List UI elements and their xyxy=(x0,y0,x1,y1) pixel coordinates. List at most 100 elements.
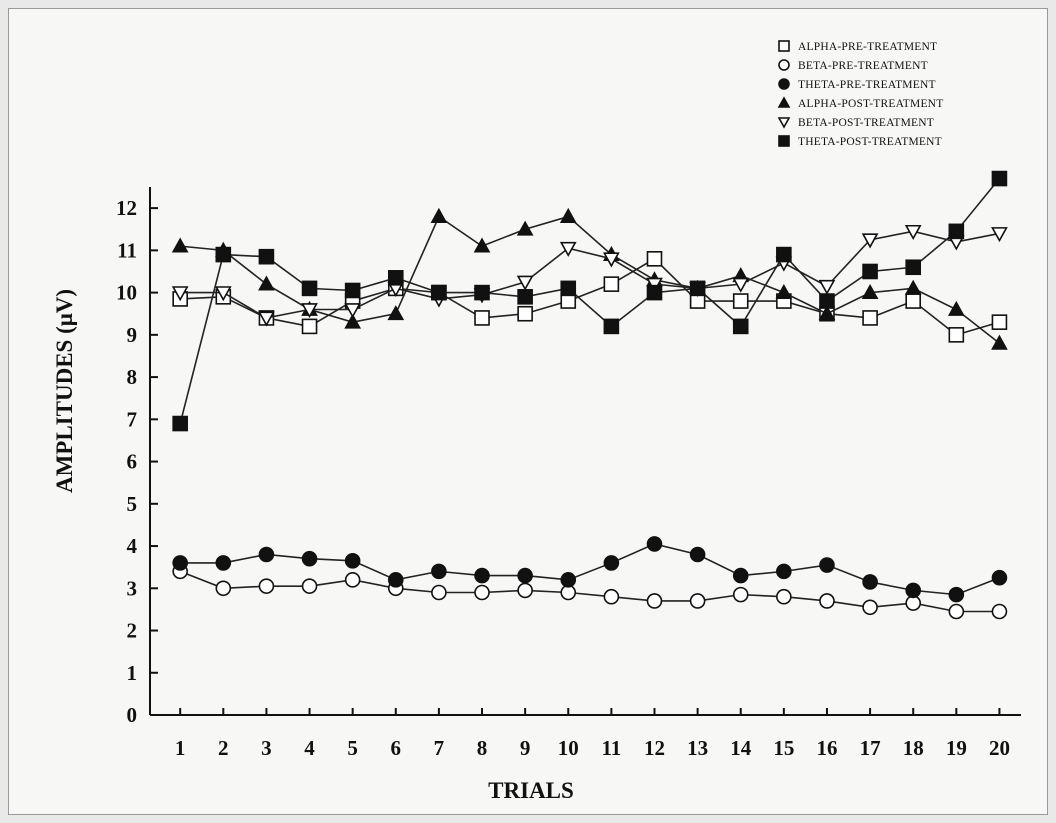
data-point xyxy=(215,246,232,263)
data-point xyxy=(646,284,663,301)
data-point xyxy=(344,282,361,299)
data-point xyxy=(301,318,318,335)
data-point xyxy=(560,280,577,297)
x-tick-label: 9 xyxy=(520,736,531,760)
series-alpha-post-treatment xyxy=(171,207,1008,350)
x-tick-label: 14 xyxy=(730,736,752,760)
data-point xyxy=(991,170,1008,187)
legend-item-theta-post-treatment: THETA-POST-TREATMENT xyxy=(778,135,942,148)
data-point xyxy=(991,603,1008,620)
data-point xyxy=(517,289,533,305)
data-point xyxy=(431,584,447,601)
series-line xyxy=(180,230,1000,319)
data-point xyxy=(603,555,620,571)
data-point xyxy=(778,78,790,90)
x-tick-label: 19 xyxy=(946,736,967,760)
data-point xyxy=(559,241,577,257)
y-tick-label: 4 xyxy=(127,534,138,558)
x-tick-label: 17 xyxy=(860,736,881,760)
data-point xyxy=(603,252,620,268)
y-tick-label: 10 xyxy=(116,281,137,305)
data-point xyxy=(473,237,491,253)
y-tick-label: 2 xyxy=(127,619,138,643)
data-point xyxy=(301,280,318,297)
data-point xyxy=(775,283,793,300)
x-tick-label: 18 xyxy=(903,736,924,760)
data-point xyxy=(991,334,1008,350)
data-point xyxy=(689,280,706,297)
data-point xyxy=(301,578,318,594)
data-point xyxy=(517,305,533,322)
data-point xyxy=(991,314,1008,330)
data-point xyxy=(732,277,750,293)
data-point xyxy=(258,311,275,327)
data-point xyxy=(603,276,620,292)
x-tick-label: 7 xyxy=(434,736,445,760)
data-point xyxy=(818,305,836,321)
data-point xyxy=(991,569,1008,586)
x-tick-label: 4 xyxy=(304,736,315,760)
x-tick-label: 6 xyxy=(391,736,402,760)
data-point xyxy=(947,300,965,316)
data-point xyxy=(603,318,620,335)
series-line xyxy=(180,215,1000,344)
y-tick-label: 12 xyxy=(116,196,137,220)
data-point xyxy=(905,259,922,276)
x-tick-label: 1 xyxy=(175,736,186,760)
y-tick-label: 11 xyxy=(117,238,137,262)
y-tick-label: 7 xyxy=(127,407,138,431)
data-point xyxy=(861,283,879,300)
y-tick-label: 8 xyxy=(127,365,138,389)
data-point xyxy=(732,567,749,584)
data-point xyxy=(819,293,835,309)
data-point xyxy=(646,251,663,267)
legend-label: THETA-POST-TREATMENT xyxy=(798,136,942,148)
data-point xyxy=(258,248,275,265)
series-beta-post-treatment xyxy=(171,224,1008,327)
data-point xyxy=(474,567,490,584)
data-point xyxy=(214,286,232,302)
data-point xyxy=(732,293,749,309)
data-point xyxy=(948,586,965,603)
data-point xyxy=(778,59,790,71)
data-point xyxy=(560,572,577,588)
data-point xyxy=(905,582,922,599)
legend-item-alpha-pre-treatment: ALPHA-PRE-TREATMENT xyxy=(778,40,937,53)
y-tick-label: 6 xyxy=(127,450,138,474)
data-point xyxy=(516,275,534,291)
data-point xyxy=(344,572,361,588)
data-point xyxy=(862,599,878,616)
data-point xyxy=(862,574,878,590)
x-tick-label: 12 xyxy=(644,736,665,760)
data-point xyxy=(172,555,188,571)
x-tick-label: 16 xyxy=(816,736,837,760)
data-point xyxy=(430,207,448,223)
data-point xyxy=(904,279,922,295)
data-point xyxy=(646,536,663,552)
y-tick-label: 1 xyxy=(127,661,138,685)
data-point xyxy=(948,223,965,240)
y-tick-label: 0 xyxy=(127,703,138,727)
data-point xyxy=(777,96,791,108)
data-point xyxy=(603,588,620,605)
series-alpha-pre-treatment xyxy=(172,251,1008,343)
data-point xyxy=(778,40,790,52)
data-point xyxy=(387,270,404,286)
data-point xyxy=(777,117,791,129)
data-point xyxy=(344,553,361,569)
data-point xyxy=(387,305,405,321)
x-tick-label: 11 xyxy=(601,736,621,760)
data-point xyxy=(732,318,749,335)
legend-label: ALPHA-POST-TREATMENT xyxy=(798,98,943,110)
data-point xyxy=(171,237,189,253)
data-point xyxy=(258,275,275,291)
data-point xyxy=(215,555,232,571)
x-tick-label: 13 xyxy=(687,736,708,760)
legend-label: BETA-PRE-TREATMENT xyxy=(798,60,928,72)
data-point xyxy=(819,557,835,573)
legend-label: BETA-POST-TREATMENT xyxy=(798,117,934,129)
data-point xyxy=(861,233,879,249)
data-point xyxy=(171,286,189,302)
